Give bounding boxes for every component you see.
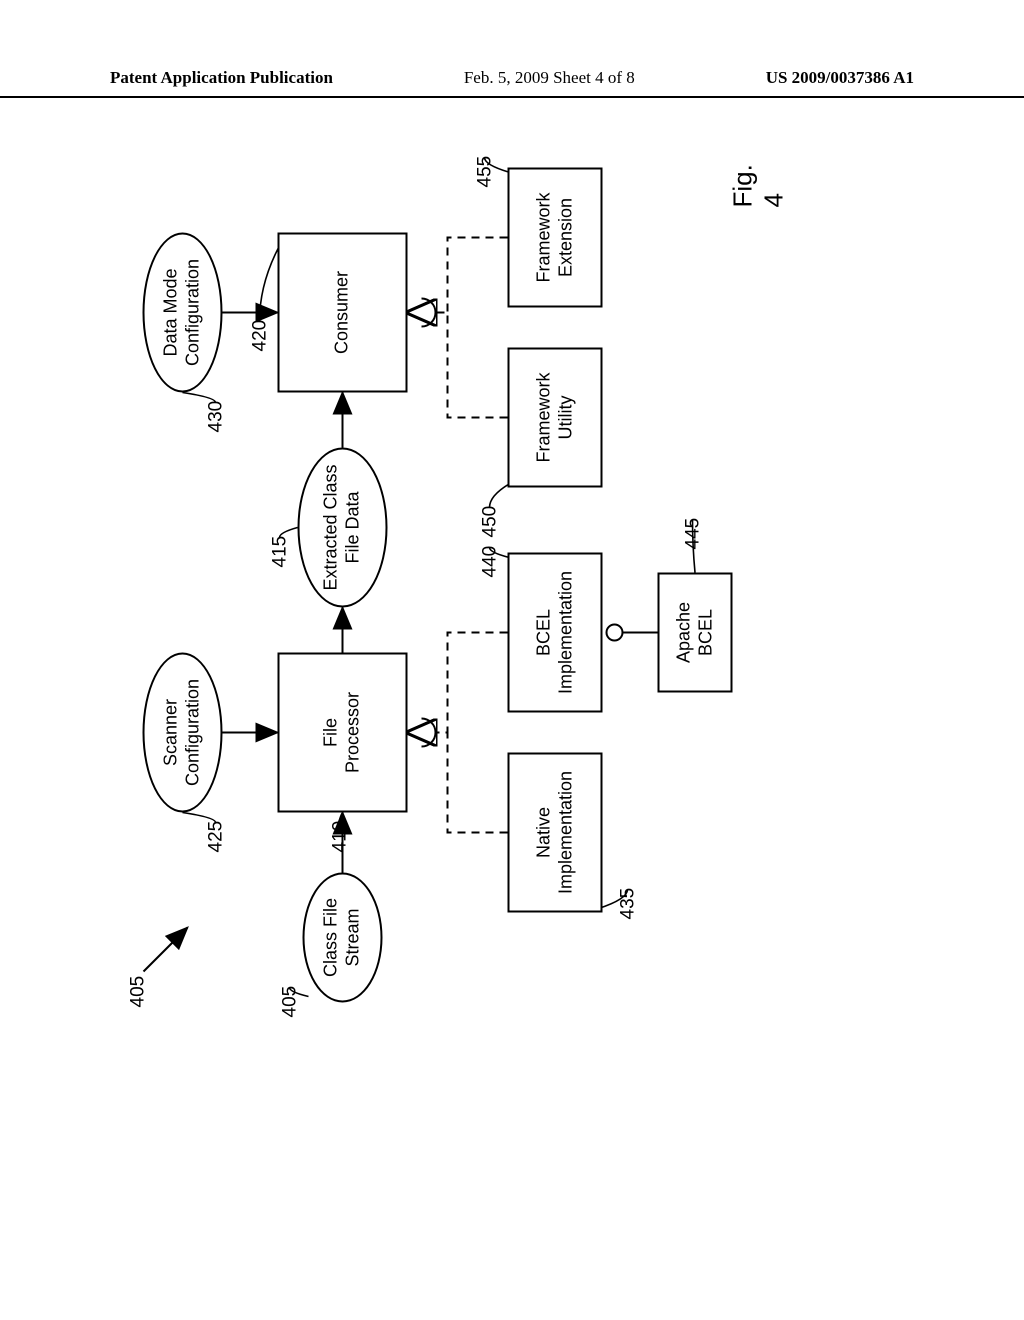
node-apache_bcel: ApacheBCEL xyxy=(658,573,733,693)
ref-top: 405 xyxy=(128,976,150,1008)
node-file_processor: FileProcessor xyxy=(278,653,408,813)
ref-data_mode_config: 430 xyxy=(206,401,228,433)
page-header: Patent Application Publication Feb. 5, 2… xyxy=(0,68,1024,98)
ref-extracted_data: 415 xyxy=(270,536,292,568)
header-left: Patent Application Publication xyxy=(110,68,333,88)
node-bcel_impl: BCELImplementation xyxy=(508,553,603,713)
node-framework_ext: FrameworkExtension xyxy=(508,168,603,308)
ref-apache_bcel: 445 xyxy=(683,518,705,550)
header-right: US 2009/0037386 A1 xyxy=(766,68,914,88)
ref-consumer: 420 xyxy=(250,320,272,352)
node-framework_util: FrameworkUtility xyxy=(508,348,603,488)
figure-diagram: Class FileStream405FileProcessor410Extra… xyxy=(28,233,888,968)
node-data_mode_config: Data ModeConfiguration xyxy=(143,233,223,393)
ref-file_processor: 410 xyxy=(330,821,352,853)
node-consumer: Consumer xyxy=(278,233,408,393)
ref-native_impl: 435 xyxy=(618,888,640,920)
node-class_file_stream: Class FileStream xyxy=(303,873,383,1003)
node-scanner_config: ScannerConfiguration xyxy=(143,653,223,813)
ref-bcel_impl: 440 xyxy=(480,546,502,578)
ref-framework_ext: 455 xyxy=(475,156,497,188)
ref-scanner_config: 425 xyxy=(206,821,228,853)
ref-framework_util: 450 xyxy=(480,506,502,538)
header-center: Feb. 5, 2009 Sheet 4 of 8 xyxy=(464,68,635,88)
node-extracted_data: Extracted ClassFile Data xyxy=(298,448,388,608)
ref-class_file_stream: 405 xyxy=(280,986,302,1018)
figure-caption: Fig. 4 xyxy=(728,164,790,207)
node-native_impl: NativeImplementation xyxy=(508,753,603,913)
